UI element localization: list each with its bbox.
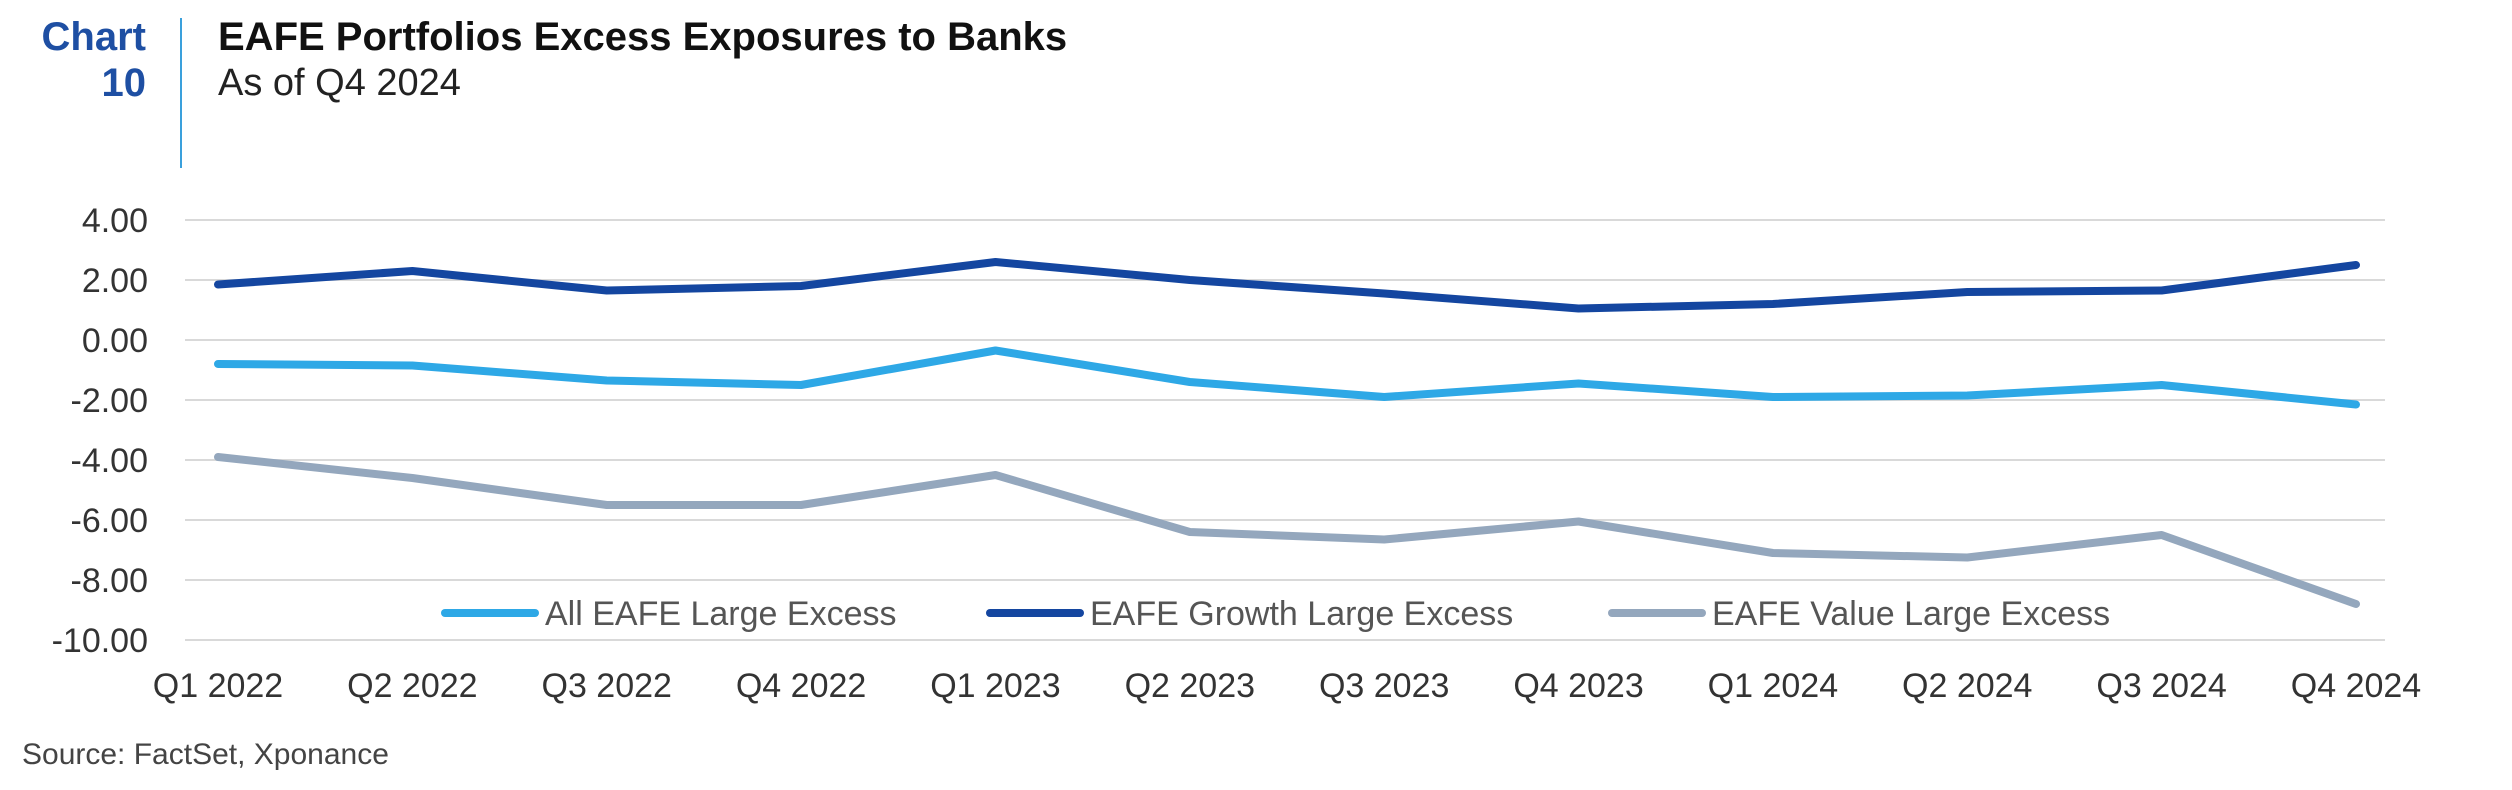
gridlines [185, 219, 2385, 641]
y-tick-label: -4.00 [71, 442, 149, 480]
series-line-eafe-growth-large-excess [214, 258, 2360, 313]
y-tick-label: 2.00 [82, 262, 148, 300]
y-tick-label: 4.00 [82, 202, 148, 240]
y-tick-label: -2.00 [71, 382, 149, 420]
y-tick-label: -10.00 [52, 622, 148, 660]
chart-subtitle: As of Q4 2024 [218, 62, 461, 104]
legend-label: EAFE Value Large Excess [1712, 595, 2110, 633]
x-tick-label: Q4 2022 [736, 667, 866, 705]
x-tick-label: Q4 2024 [2291, 667, 2421, 705]
legend-label: EAFE Growth Large Excess [1090, 595, 1513, 633]
x-tick-label: Q1 2022 [153, 667, 283, 705]
chart-header: Chart 10 EAFE Portfolios Excess Exposure… [0, 0, 2512, 175]
source-note: Source: FactSet, Xponance [22, 738, 389, 771]
x-tick-label: Q1 2024 [1708, 667, 1838, 705]
series-line-eafe-value-large-excess [214, 453, 2360, 608]
x-tick-label: Q4 2023 [1513, 667, 1643, 705]
x-axis-ticks: Q1 2022 Q2 2022 Q3 2022 Q4 2022 Q1 2023 Q2 20… [153, 667, 2421, 705]
line-chart: 4.00 2.00 0.00 -2.00 -4.00 -6.00 -8.00 -10.00 Q… [52, 202, 2422, 705]
y-tick-label: -6.00 [71, 502, 149, 540]
legend: All EAFE Large Excess EAFE Growth Large E… [441, 595, 2110, 633]
x-tick-label: Q1 2023 [930, 667, 1060, 705]
chart-title: EAFE Portfolios Excess Exposures to Bank… [218, 15, 1068, 59]
x-tick-label: Q3 2022 [542, 667, 672, 705]
x-tick-label: Q2 2022 [347, 667, 477, 705]
series-lines [214, 258, 2360, 608]
y-tick-label: 0.00 [82, 322, 148, 360]
y-tick-label: -8.00 [71, 562, 149, 600]
chart-label-number: 10 [101, 61, 147, 105]
x-tick-label: Q2 2023 [1125, 667, 1255, 705]
header-divider [180, 18, 182, 168]
series-line-all-eafe-large-excess [214, 346, 2360, 409]
y-axis-ticks: 4.00 2.00 0.00 -2.00 -4.00 -6.00 -8.00 -10.00 [52, 202, 148, 660]
x-tick-label: Q2 2024 [1902, 667, 2032, 705]
legend-label: All EAFE Large Excess [545, 595, 896, 633]
chart-label-word: Chart [41, 15, 146, 59]
x-tick-label: Q3 2024 [2096, 667, 2226, 705]
x-tick-label: Q3 2023 [1319, 667, 1449, 705]
chart-number-label: Chart 10 [42, 14, 146, 106]
